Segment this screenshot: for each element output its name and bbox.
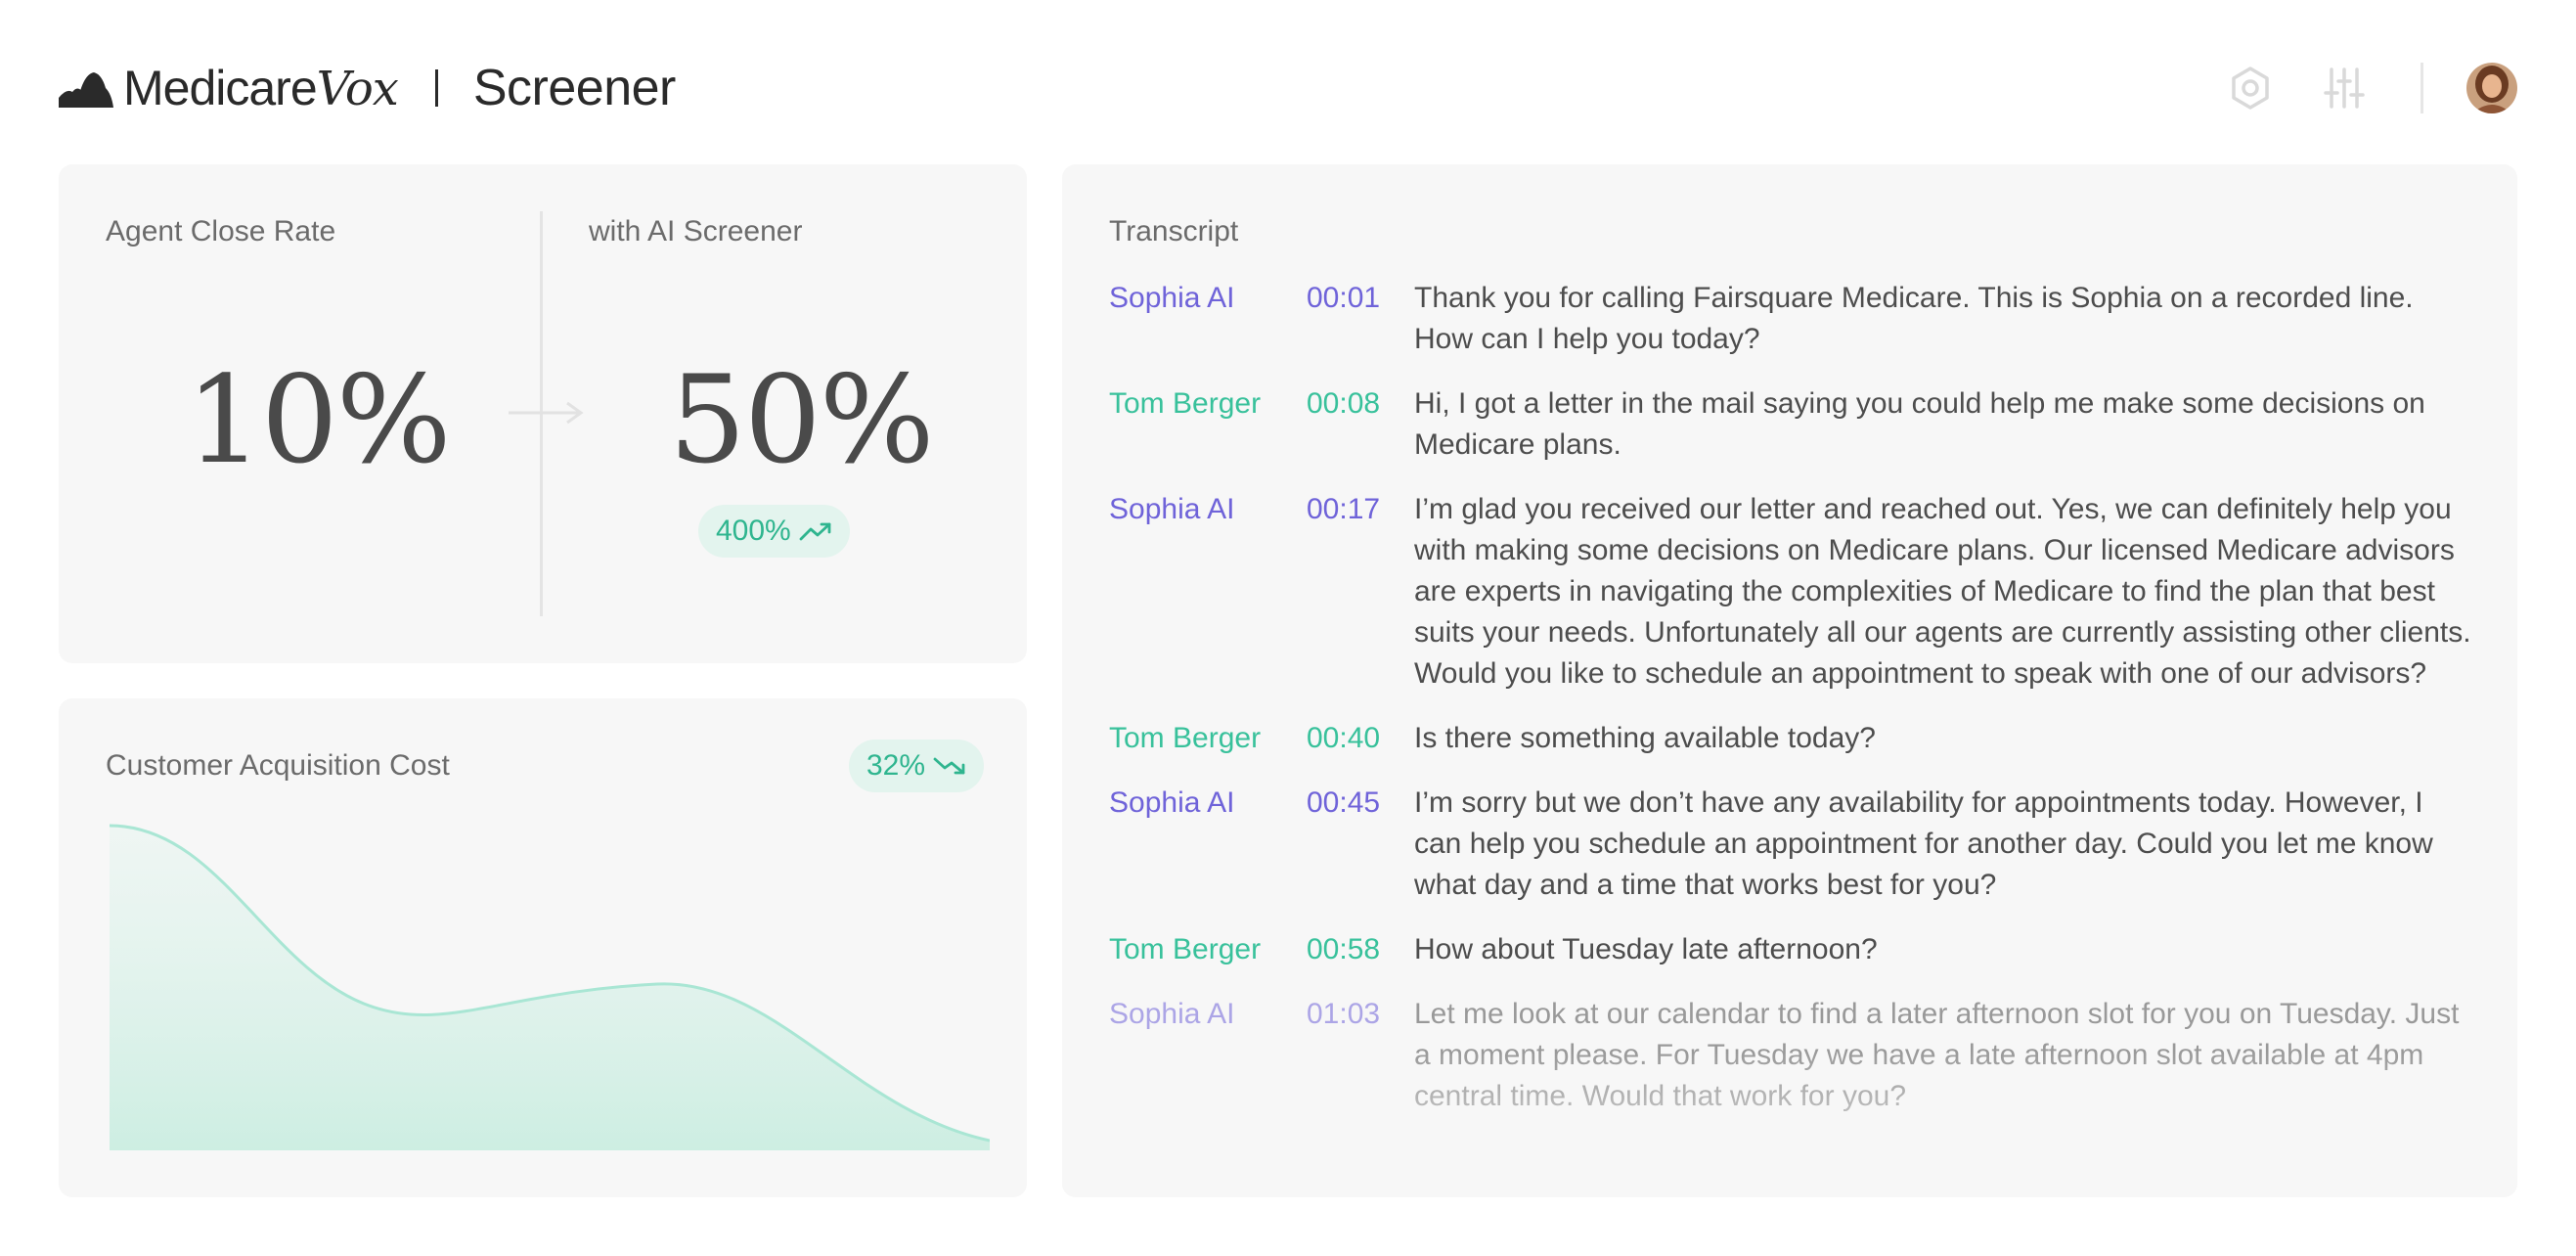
cac-trend-chart	[110, 824, 990, 1150]
filters-button[interactable]	[2313, 57, 2376, 119]
agent-close-rate-label: Agent Close Rate	[106, 215, 336, 247]
message-text: Thank you for calling Fairsquare Medicar…	[1414, 282, 2414, 355]
cac-label: Customer Acquisition Cost	[106, 749, 450, 782]
message-speaker: Tom Berger	[1109, 722, 1262, 754]
transcript-list[interactable]: Sophia AI 00:01 Thank you for calling Fa…	[1109, 278, 2478, 1141]
message-time: 01:03	[1307, 998, 1381, 1030]
message-time: 00:08	[1307, 387, 1381, 420]
sliders-icon	[2324, 67, 2365, 109]
transcript-message: Sophia AI 00:01 Thank you for calling Fa…	[1109, 278, 2478, 360]
message-time: 00:17	[1307, 493, 1381, 525]
close-rate-after-value: 50%	[669, 350, 935, 491]
message-text: Hi, I got a letter in the mail saying yo…	[1414, 387, 2425, 461]
message-text: Is there something available today?	[1414, 722, 1876, 754]
message-speaker: Tom Berger	[1109, 933, 1262, 965]
trending-down-icon	[933, 757, 965, 775]
logo-mark-icon	[59, 72, 113, 108]
cac-change-value: 32%	[866, 749, 925, 782]
header-actions	[2219, 49, 2517, 127]
header-divider	[2421, 63, 2423, 113]
cac-change-badge: 32%	[848, 740, 984, 792]
hexagon-settings-icon	[2232, 67, 2269, 110]
message-text: How about Tuesday late afternoon?	[1414, 933, 1878, 965]
cac-card: Customer Acquisition Cost 32%	[59, 698, 1027, 1197]
avatar-image	[2466, 63, 2517, 113]
arrow-right-icon	[509, 401, 584, 425]
message-time: 00:45	[1307, 786, 1381, 819]
brand-separator	[434, 69, 438, 107]
settings-button[interactable]	[2219, 57, 2282, 119]
cac-line	[110, 824, 990, 1143]
message-speaker: Sophia AI	[1109, 998, 1235, 1030]
message-time: 00:40	[1307, 722, 1381, 754]
trending-up-icon	[799, 522, 831, 541]
message-text: I’m sorry but we don’t have any availabi…	[1414, 786, 2433, 901]
message-speaker: Tom Berger	[1109, 387, 1262, 420]
transcript-message: Tom Berger 00:08 Hi, I got a letter in t…	[1109, 383, 2478, 466]
brand-name: Medicare Vox	[123, 60, 399, 116]
brand-secondary: Vox	[316, 62, 399, 116]
app-header: Medicare Vox Screener	[59, 49, 2517, 127]
message-speaker: Sophia AI	[1109, 493, 1235, 525]
lift-badge: 400%	[698, 505, 850, 558]
message-speaker: Sophia AI	[1109, 786, 1235, 819]
transcript-message: Sophia AI 00:17 I’m glad you received ou…	[1109, 489, 2478, 695]
message-text: Let me look at our calendar to find a la…	[1414, 998, 2460, 1112]
product-name: Screener	[472, 60, 677, 116]
transcript-label: Transcript	[1109, 215, 1239, 247]
close-rate-card: Agent Close Rate with AI Screener 10% 50…	[59, 164, 1027, 663]
message-text: I’m glad you received our letter and rea…	[1414, 493, 2471, 690]
brand-logo[interactable]: Medicare Vox Screener	[59, 49, 676, 127]
lift-value: 400%	[716, 515, 791, 547]
transcript-card: Transcript Sophia AI 00:01 Thank you for…	[1062, 164, 2517, 1197]
message-time: 00:58	[1307, 933, 1381, 965]
cac-area	[110, 826, 990, 1150]
message-speaker: Sophia AI	[1109, 282, 1235, 314]
transcript-message: Sophia AI 01:03 Let me look at our calen…	[1109, 994, 2478, 1117]
user-avatar[interactable]	[2466, 63, 2517, 113]
close-rate-before-value: 10%	[186, 350, 452, 491]
brand-primary: Medicare	[123, 61, 318, 115]
ai-screener-label: with AI Screener	[589, 215, 803, 247]
transcript-message: Tom Berger 00:58 How about Tuesday late …	[1109, 929, 2478, 970]
message-time: 00:01	[1307, 282, 1381, 314]
transcript-message: Sophia AI 00:45 I’m sorry but we don’t h…	[1109, 783, 2478, 906]
transcript-message: Tom Berger 00:40 Is there something avai…	[1109, 718, 2478, 759]
